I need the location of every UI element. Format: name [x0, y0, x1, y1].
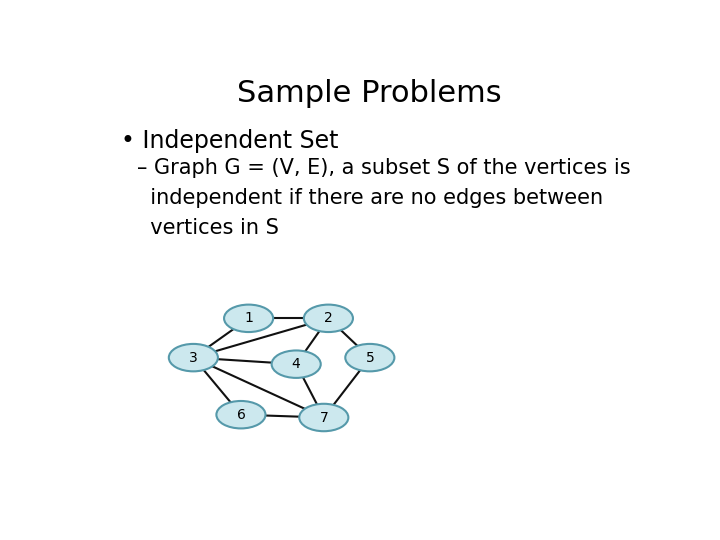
Text: 1: 1: [244, 312, 253, 325]
Text: – Graph G = (V, E), a subset S of the vertices is: – Graph G = (V, E), a subset S of the ve…: [138, 158, 631, 178]
Ellipse shape: [217, 401, 266, 428]
Text: 5: 5: [366, 350, 374, 365]
Text: 4: 4: [292, 357, 300, 371]
Text: vertices in S: vertices in S: [138, 218, 279, 238]
Text: • Independent Set: • Independent Set: [121, 129, 338, 153]
Ellipse shape: [300, 404, 348, 431]
Ellipse shape: [271, 350, 320, 378]
Text: 2: 2: [324, 312, 333, 325]
Text: 3: 3: [189, 350, 198, 365]
Text: 7: 7: [320, 410, 328, 424]
Ellipse shape: [224, 305, 273, 332]
Ellipse shape: [168, 344, 218, 372]
Text: 6: 6: [236, 408, 246, 422]
Text: independent if there are no edges between: independent if there are no edges betwee…: [138, 188, 603, 208]
Text: Sample Problems: Sample Problems: [237, 79, 501, 109]
Ellipse shape: [346, 344, 395, 372]
Ellipse shape: [304, 305, 353, 332]
